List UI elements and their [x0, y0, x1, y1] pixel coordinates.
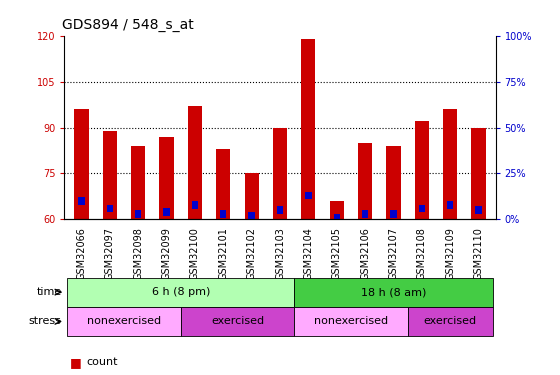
Bar — [192, 201, 198, 208]
Text: count: count — [87, 357, 118, 367]
Bar — [408, 307, 493, 336]
Text: exercised: exercised — [424, 316, 477, 326]
Bar — [362, 210, 368, 218]
Bar — [220, 210, 226, 218]
Bar — [67, 278, 294, 307]
Bar — [181, 307, 294, 336]
Bar — [475, 206, 482, 214]
Bar — [294, 278, 493, 307]
Text: nonexercised: nonexercised — [87, 316, 161, 326]
Text: exercised: exercised — [211, 316, 264, 326]
Text: ■: ■ — [70, 356, 82, 369]
Bar — [330, 201, 344, 219]
Text: time: time — [36, 287, 62, 297]
Bar — [216, 149, 230, 219]
Bar — [334, 214, 340, 221]
Bar — [305, 192, 311, 200]
Bar — [106, 204, 113, 212]
Bar — [301, 39, 315, 219]
Text: stress: stress — [29, 316, 62, 326]
Bar — [160, 137, 174, 219]
Text: 18 h (8 am): 18 h (8 am) — [361, 287, 426, 297]
Text: 6 h (8 pm): 6 h (8 pm) — [152, 287, 210, 297]
Bar — [135, 210, 141, 218]
Bar — [249, 212, 255, 219]
Bar — [102, 130, 117, 219]
Bar — [277, 206, 283, 214]
Bar — [415, 122, 429, 219]
Bar — [67, 307, 181, 336]
Bar — [386, 146, 400, 219]
Bar — [188, 106, 202, 219]
Bar — [390, 210, 396, 218]
Bar — [164, 208, 170, 216]
Text: nonexercised: nonexercised — [314, 316, 388, 326]
Bar — [78, 197, 85, 205]
Bar — [447, 201, 454, 208]
Text: GDS894 / 548_s_at: GDS894 / 548_s_at — [62, 18, 193, 32]
Bar — [472, 128, 486, 219]
Bar — [74, 109, 88, 219]
Bar — [131, 146, 145, 219]
Bar — [443, 109, 458, 219]
Bar — [294, 307, 408, 336]
Bar — [419, 204, 425, 212]
Bar — [273, 128, 287, 219]
Bar — [358, 143, 372, 219]
Bar — [245, 173, 259, 219]
